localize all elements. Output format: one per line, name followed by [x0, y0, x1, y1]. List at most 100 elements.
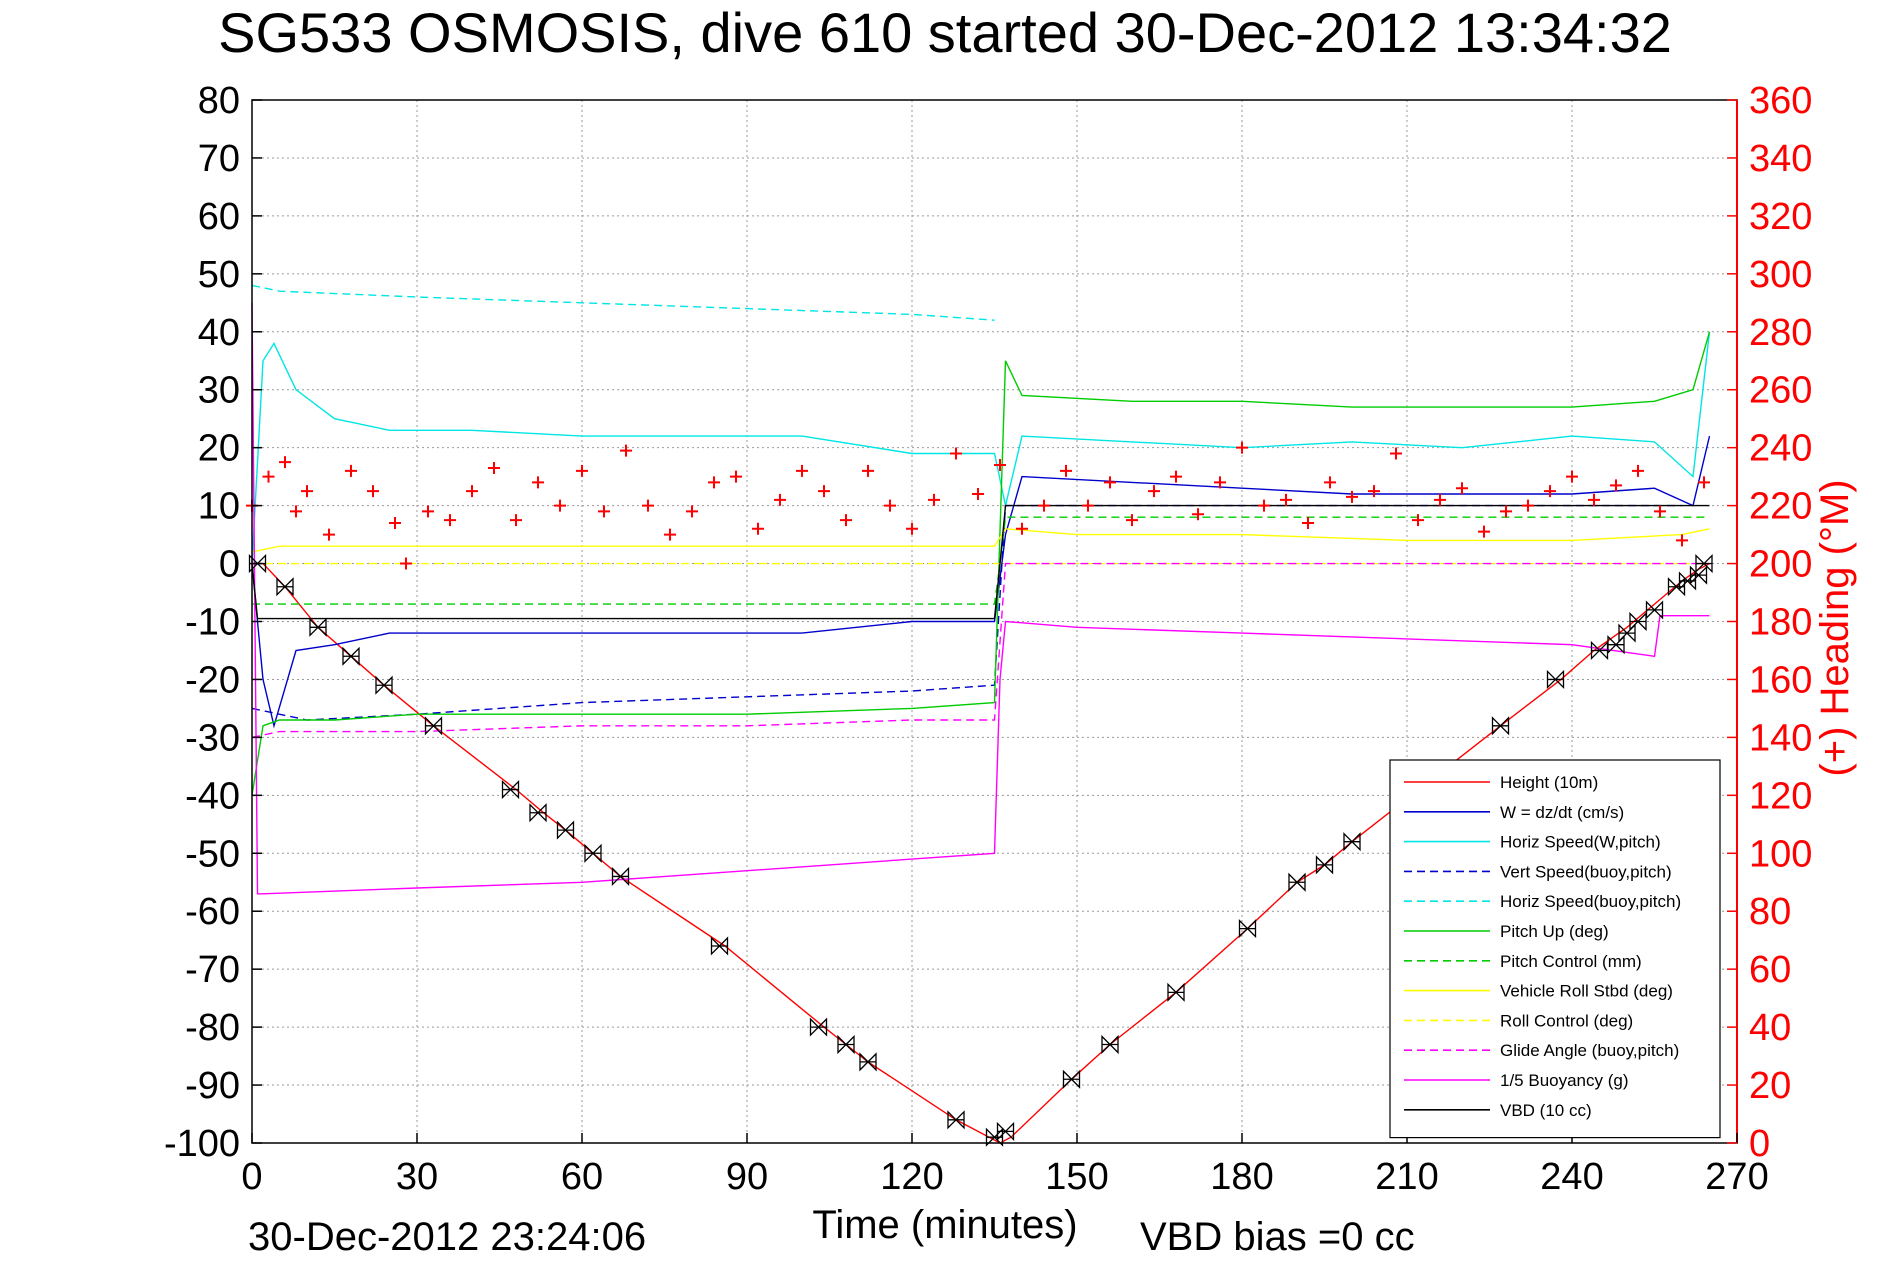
y-tick-label: -40	[185, 775, 240, 817]
heading-point	[1148, 485, 1160, 498]
heading-point	[1280, 493, 1292, 506]
height-marker	[501, 779, 520, 800]
heading-point	[1456, 482, 1468, 495]
series-layer	[246, 284, 1713, 1147]
heading-point	[389, 516, 401, 529]
heading-point	[686, 505, 698, 518]
series-line-10	[251, 302, 1710, 895]
heading-point	[1324, 476, 1336, 489]
y-right-tick-label: 320	[1749, 196, 1812, 238]
vbd-bias-label: VBD bias =0 cc	[1140, 1215, 1415, 1259]
heading-point	[1104, 476, 1116, 489]
x-axis-label: Time (minutes)	[812, 1203, 1077, 1247]
height-marker	[1315, 855, 1334, 875]
heading-point	[818, 485, 830, 498]
height-marker	[424, 716, 443, 736]
legend-box	[1389, 759, 1721, 1139]
height-marker	[1695, 553, 1713, 574]
heading-point	[1016, 522, 1028, 535]
y-right-tick-label: 340	[1749, 138, 1812, 180]
legend-label: VBD (10 cc)	[1500, 1101, 1592, 1120]
y-tick-label: 40	[198, 312, 240, 354]
y-tick-label: -80	[185, 1007, 240, 1049]
y-right-tick-label: 20	[1749, 1065, 1791, 1107]
heading-point	[642, 499, 654, 512]
height-marker	[1645, 600, 1664, 620]
heading-point	[840, 514, 852, 527]
legend-label: Glide Angle (buoy,pitch)	[1500, 1041, 1679, 1060]
heading-point	[1170, 470, 1182, 483]
y-right-tick-label: 140	[1749, 717, 1812, 759]
y-tick-label: 70	[198, 138, 240, 180]
y-right-tick-label: 40	[1749, 1007, 1791, 1049]
x-tick-label: 120	[880, 1156, 943, 1198]
heading-point	[345, 464, 357, 477]
series-line-6	[252, 516, 1710, 605]
heading-point	[598, 505, 610, 518]
heading-point	[1368, 485, 1380, 498]
height-marker	[556, 820, 575, 840]
legend-label: 1/5 Buoyancy (g)	[1500, 1071, 1629, 1090]
y-right-tick-label: 180	[1749, 602, 1812, 644]
height-marker	[1491, 716, 1510, 736]
footer-timestamp: 30-Dec-2012 23:24:06	[248, 1215, 646, 1259]
series-line-7	[251, 528, 1710, 553]
height-marker	[837, 1034, 855, 1055]
legend-label: Horiz Speed(W,pitch)	[1500, 833, 1661, 852]
heading-point	[1500, 505, 1512, 518]
x-tick-label: 150	[1045, 1156, 1108, 1198]
heading-point	[1434, 493, 1446, 506]
height-marker	[1101, 1034, 1119, 1055]
y-right-axis-label: (+) Heading (°M)	[1813, 479, 1857, 776]
legend: Height (10m) W = dz/dt (cm/s) Horiz Speed(…	[1389, 759, 1721, 1139]
heading-point	[1610, 479, 1622, 492]
heading-point	[994, 459, 1006, 472]
y-tick-label: 10	[198, 486, 240, 528]
heading-point	[323, 528, 335, 541]
y-right-tick-label: 240	[1749, 428, 1812, 470]
heading-point	[1192, 508, 1204, 521]
height-marker	[996, 1121, 1015, 1141]
y-tick-label: 80	[198, 80, 240, 122]
heading-point	[1522, 499, 1534, 512]
height-marker	[1167, 982, 1185, 1002]
legend-label: Pitch Control (mm)	[1500, 952, 1642, 971]
heading-point	[884, 499, 896, 512]
heading-point	[367, 485, 379, 498]
heading-point	[1214, 476, 1226, 489]
heading-point	[290, 505, 302, 518]
heading-point	[1544, 485, 1556, 498]
y-right-tick-label: 160	[1749, 659, 1812, 701]
y-tick-label: 30	[198, 370, 240, 412]
heading-point	[950, 447, 962, 460]
heading-point	[972, 488, 984, 501]
y-right-tick-label: 120	[1749, 775, 1812, 817]
heading-point	[1632, 464, 1644, 477]
legend-label: W = dz/dt (cm/s)	[1500, 803, 1624, 822]
heading-point	[400, 557, 412, 570]
heading-point	[1302, 516, 1314, 529]
y-tick-label: -70	[185, 949, 240, 991]
y-right-tick-label: 80	[1749, 891, 1791, 933]
heading-point	[422, 505, 434, 518]
heading-point	[1038, 499, 1050, 512]
series-line-9	[251, 562, 1710, 739]
legend-label: Vert Speed(buoy,pitch)	[1500, 862, 1672, 881]
legend-label: Pitch Up (deg)	[1500, 922, 1609, 941]
heading-point	[1126, 514, 1138, 527]
y-tick-label: 60	[198, 196, 240, 238]
height-marker	[1689, 565, 1708, 585]
y-tick-label: -50	[185, 833, 240, 875]
series-line-1	[251, 435, 1711, 729]
heading-point	[1258, 499, 1270, 512]
legend-label: Height (10m)	[1500, 773, 1598, 792]
heading-point	[664, 528, 676, 541]
heading-point	[510, 514, 522, 527]
heading-point	[774, 493, 786, 506]
heading-point	[554, 499, 566, 512]
y-right-tick-label: 260	[1749, 370, 1812, 412]
height-marker	[584, 843, 602, 863]
y-right-tick-label: 100	[1749, 833, 1812, 875]
x-tick-label: 270	[1705, 1156, 1768, 1198]
